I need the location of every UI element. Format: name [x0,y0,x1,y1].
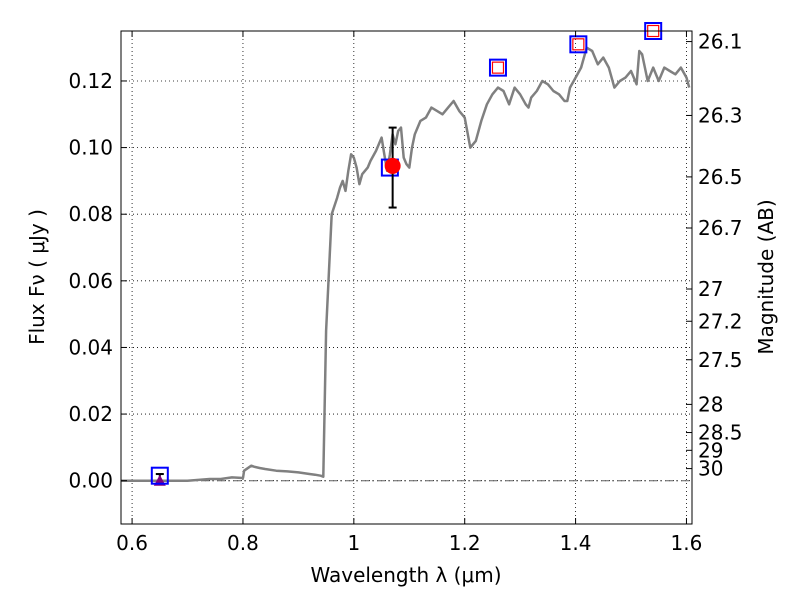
y-tick-label: 0.06 [68,269,113,293]
right-tick-label: 27 [698,277,723,301]
y-tick-label: 0.08 [68,202,113,226]
x-tick-label: 1 [347,531,360,555]
observed-point-marker [384,157,401,174]
x-axis-title: Wavelength λ (μm) [310,563,501,587]
ticks-group [121,31,692,524]
right-tick-label: 26.5 [698,165,743,189]
model-spectrum-group [121,46,691,482]
right-tick-label: 27.2 [698,309,743,333]
model-point-marker [488,58,507,77]
grid [121,31,692,524]
x-tick-label: 0.6 [116,531,148,555]
marker-group [150,22,663,486]
right-tick-label: 26.7 [698,216,743,240]
open-square-marker [572,38,585,51]
y-tick-label: 0.04 [68,335,113,359]
open-square-marker [491,61,505,74]
x-tick-labels: 0.6 0.8 1 1.2 1.4 1.6 [116,531,702,555]
x-tick-label: 0.8 [227,531,259,555]
right-axis-title: Magnitude (AB) [754,199,778,354]
y-tick-label: 0.12 [68,69,113,93]
right-tick-label: 29 [698,438,723,462]
right-tick-label: 27.5 [698,348,743,372]
x-tick-label: 1.4 [560,531,592,555]
y-axis-title: Flux Fν ( μJy ) [25,209,49,345]
y-tick-labels: 0.00 0.02 0.04 0.06 0.08 0.10 0.12 [68,69,113,493]
right-tick-label: 30 [698,457,723,481]
right-tick-label: 28.5 [698,421,743,445]
plot-frame [120,30,693,525]
model-point-marker [569,35,588,54]
right-tick-label: 26.1 [698,30,743,54]
y-tick-label: 0.02 [68,402,113,426]
y-tick-label: 0.10 [68,136,113,160]
x-tick-label: 1.2 [449,531,481,555]
model-spectrum-line [121,46,691,482]
model-point-marker [150,466,169,485]
x-tick-label: 1.6 [671,531,703,555]
right-tick-label: 28 [698,392,723,416]
y-tick-label: 0.00 [68,469,113,493]
right-tick-label: 26.3 [698,103,743,127]
